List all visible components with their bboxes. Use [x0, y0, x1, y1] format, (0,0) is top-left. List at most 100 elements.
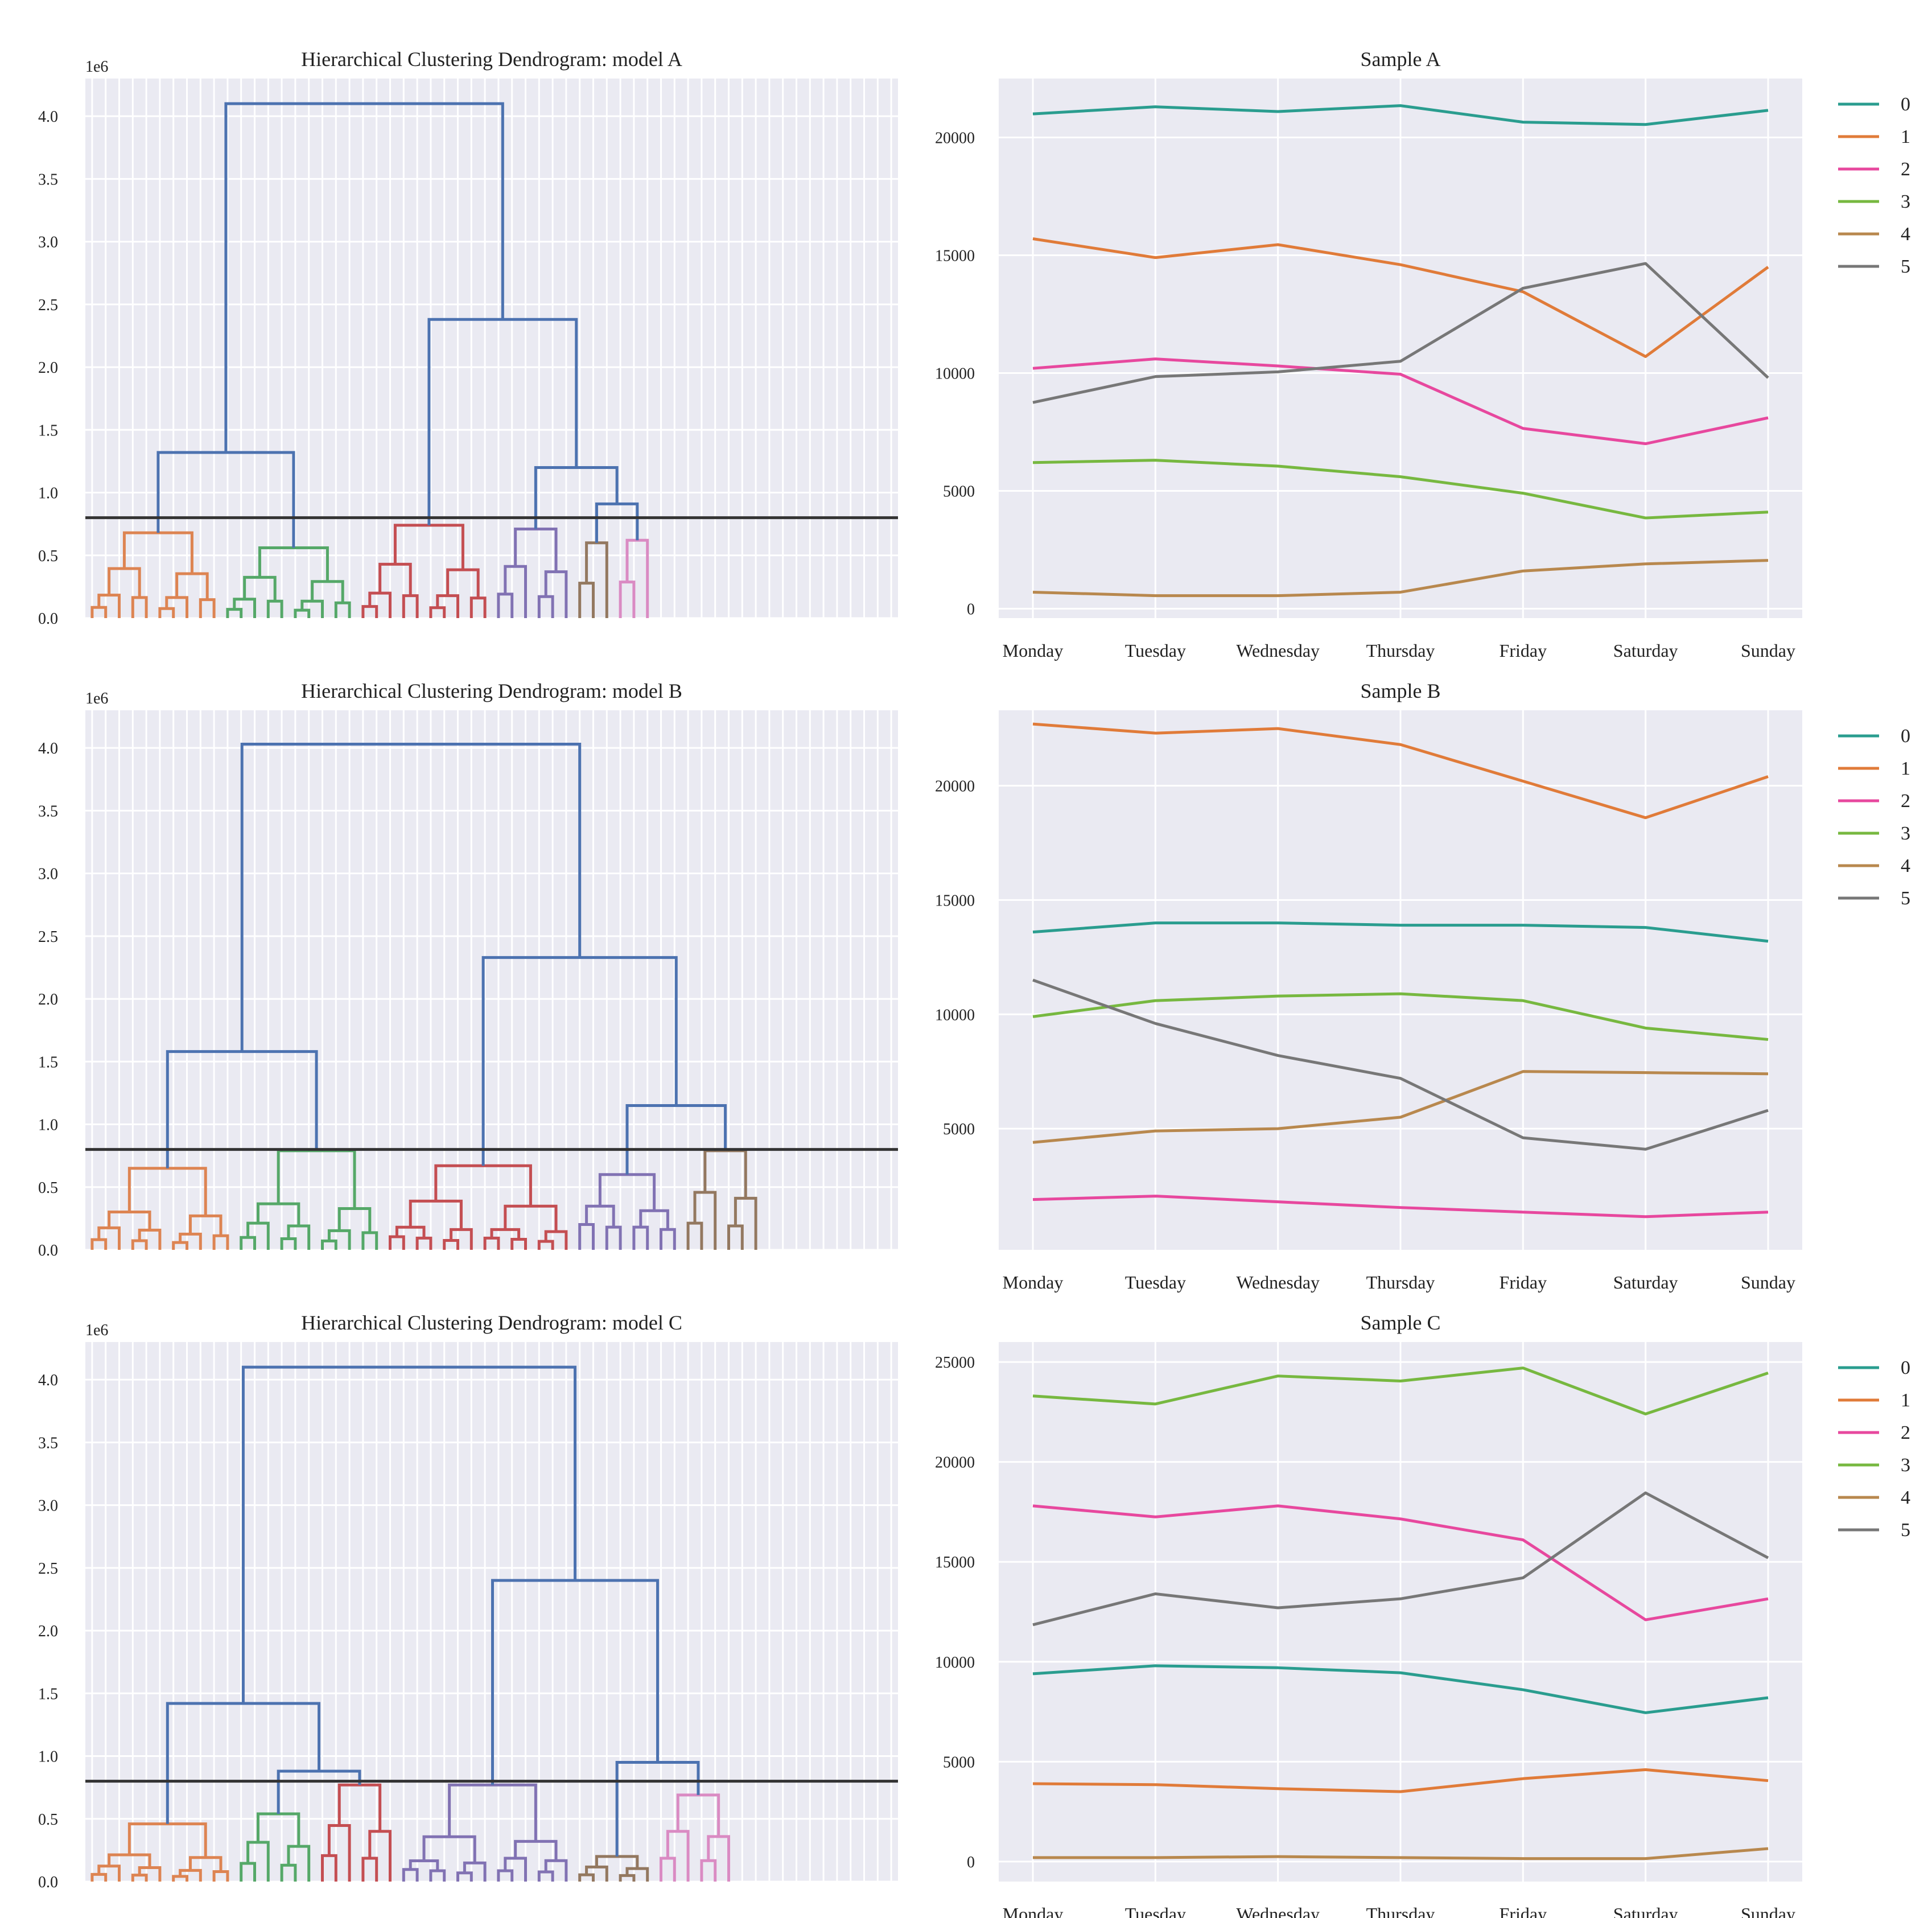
x-tick-label: Saturday	[1613, 640, 1678, 661]
y-tick-label: 1.0	[38, 485, 58, 503]
y-tick-label: 3.0	[38, 234, 58, 252]
legend-label: 2	[1901, 159, 1910, 180]
dendrogram-link	[212, 1870, 229, 1882]
legend-label: 5	[1901, 256, 1910, 277]
x-tick-label: Sunday	[1741, 1904, 1795, 1918]
dendrogram-link-upper	[625, 1104, 727, 1175]
series-line-5	[1032, 1491, 1769, 1627]
x-tick-label: Saturday	[1613, 1904, 1678, 1918]
dendrogram-panel-0: 0.0 0.5 1.0 1.5 2.0 2.5 3.0 3.5 4.0 1e6 Hierarchic…	[38, 48, 898, 628]
legend-label: 1	[1901, 126, 1910, 147]
dendrogram-link	[456, 1871, 473, 1882]
dendrogram-link	[108, 1211, 151, 1230]
y-offset-label: 1e6	[85, 58, 108, 76]
plot-area	[85, 710, 898, 1250]
dendrogram-link	[434, 1164, 532, 1207]
dendrogram-link	[544, 1859, 568, 1882]
x-tick-label: Monday	[1003, 1904, 1064, 1918]
dendrogram-link	[395, 1225, 426, 1238]
chart-title: Hierarchical Clustering Dendrogram: mode…	[301, 680, 682, 702]
dendrogram-link	[158, 607, 175, 618]
x-tick-label: Monday	[1003, 1272, 1064, 1293]
dendrogram-panel-2: 0.0 0.5 1.0 1.5 2.0 2.5 3.0 3.5 4.0 1e6 Hierarchic…	[38, 1311, 898, 1891]
legend-label: 2	[1901, 1422, 1910, 1443]
dendrogram-link-upper	[534, 466, 619, 529]
series-line-1	[1032, 237, 1769, 358]
y-tick-label: 3.0	[38, 866, 58, 883]
x-tick-label: Monday	[1003, 640, 1064, 661]
y-tick-label: 10000	[935, 1006, 975, 1024]
y-tick-label: 3.5	[38, 802, 58, 820]
series-line-4	[1032, 559, 1769, 598]
legend-label: 3	[1901, 823, 1910, 844]
dendrogram-link	[131, 1874, 148, 1882]
dendrogram-link-upper	[481, 956, 678, 1166]
series-line-4	[1032, 1070, 1769, 1144]
dendrogram-link	[172, 1241, 188, 1250]
series-line-2	[1032, 357, 1769, 446]
dendrogram-link	[256, 1812, 300, 1847]
dendrogram-link	[361, 1231, 378, 1250]
dendrogram-link	[415, 1236, 432, 1250]
y-tick-label: 15000	[935, 1554, 975, 1571]
dendrogram-link-top	[240, 743, 582, 1052]
legend-label: 1	[1901, 1390, 1910, 1411]
x-tick-label: Thursday	[1366, 1904, 1435, 1918]
dendrogram-link	[700, 1859, 717, 1882]
y-tick-label: 2.0	[38, 1623, 58, 1640]
dendrogram-link	[510, 1237, 527, 1250]
dendrogram-link	[258, 546, 329, 582]
y-tick-label: 5000	[943, 1754, 975, 1771]
y-tick-label: 4.0	[38, 108, 58, 126]
legend-label: 5	[1901, 1520, 1910, 1541]
series-line-0	[1032, 104, 1769, 126]
dendrogram-link-top	[224, 102, 504, 452]
legend-label: 1	[1901, 758, 1910, 779]
dendrogram-link	[483, 1236, 500, 1250]
chart-title: Sample C	[1361, 1311, 1441, 1334]
line-panel-0: Monday Tuesday Wednesday Thursday Friday Satu…	[935, 48, 1910, 661]
dendrogram-link-upper	[615, 1761, 700, 1857]
dendrogram-link	[165, 596, 188, 618]
legend-label: 3	[1901, 191, 1910, 212]
dendrogram-link	[188, 1214, 223, 1236]
x-tick-label: Saturday	[1613, 1272, 1678, 1293]
dendrogram-link-upper	[595, 502, 639, 543]
x-tick-label: Friday	[1500, 1904, 1547, 1918]
x-tick-label: Sunday	[1741, 640, 1795, 661]
dendrogram-link	[619, 581, 636, 618]
line-panel-1: Monday Tuesday Wednesday Thursday Friday Satu…	[935, 680, 1910, 1293]
series-line-2	[1032, 1195, 1769, 1219]
chart-title: Sample A	[1361, 48, 1441, 71]
x-tick-label: Wednesday	[1236, 1904, 1320, 1918]
x-tick-label: Thursday	[1366, 640, 1435, 661]
y-tick-label: 10000	[935, 365, 975, 382]
dendrogram-link	[294, 608, 311, 618]
dendrogram-link	[707, 1835, 730, 1882]
dendrogram-link	[585, 1865, 608, 1882]
dendrogram-link	[337, 1207, 372, 1233]
dendrogram-link	[108, 567, 141, 598]
dendrogram-link	[90, 1872, 108, 1882]
dendrogram-link	[727, 1224, 744, 1250]
y-tick-label: 3.5	[38, 1434, 58, 1452]
dendrogram-link	[280, 1863, 297, 1882]
y-tick-label: 1.5	[38, 1053, 58, 1071]
y-tick-label: 0.5	[38, 1179, 58, 1197]
x-tick-label: Tuesday	[1125, 1904, 1186, 1918]
dendrogram-link	[625, 538, 649, 618]
y-tick-label: 2.5	[38, 928, 58, 946]
x-tick-label: Wednesday	[1236, 1272, 1320, 1293]
dendrogram-link	[172, 1875, 188, 1882]
y-tick-label: 0	[967, 600, 975, 618]
legend-label: 4	[1901, 1487, 1910, 1508]
y-tick-label: 0.0	[38, 1242, 58, 1260]
x-tick-label: Sunday	[1741, 1272, 1795, 1293]
series-line-4	[1033, 1847, 1769, 1861]
series-line-2	[1032, 1504, 1769, 1621]
y-tick-label: 0.5	[38, 1811, 58, 1829]
dendrogram-link	[595, 1855, 639, 1869]
dendrogram-link	[429, 606, 446, 618]
dendrogram-link	[393, 524, 464, 570]
